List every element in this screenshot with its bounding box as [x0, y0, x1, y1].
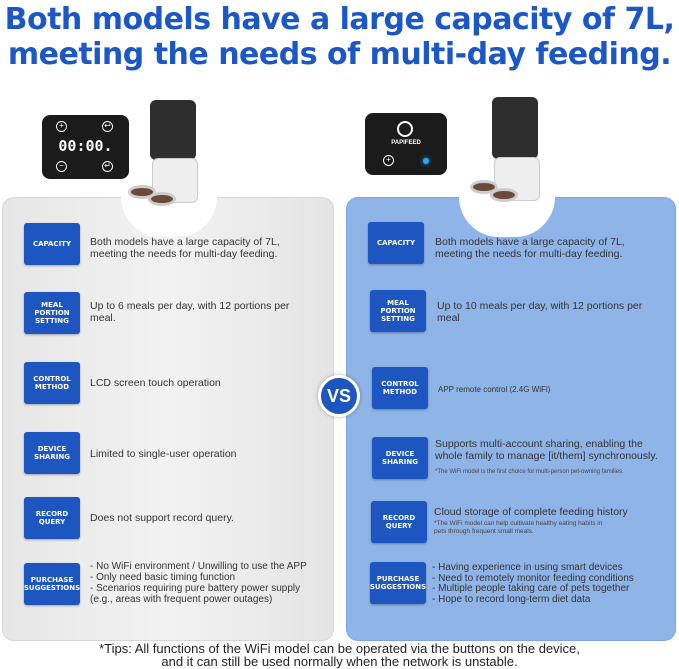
record-query-text: Does not support record query. — [90, 512, 234, 524]
list-item: - Having experience in using smart devic… — [432, 562, 623, 573]
list-item: - Hope to record long-term diet data — [432, 593, 591, 605]
list-item: - No WiFi environment / Unwilling to use… — [90, 561, 307, 572]
device-sharing-label: DEVICE SHARING — [372, 437, 428, 479]
record-query-description: Cloud storage of complete feeding histor… — [434, 506, 628, 518]
wifi-model-panel — [346, 197, 676, 641]
meal-portion-label: MEAL PORTION SETTING — [370, 290, 426, 332]
back-icon: ↩ — [102, 121, 113, 132]
record-query-text: Cloud storage of complete feeding histor… — [434, 506, 654, 536]
vs-badge: VS — [318, 375, 360, 417]
wifi-control-panel-image: PAPIFEED + — [365, 113, 447, 175]
control-method-text: LCD screen touch operation — [90, 377, 221, 389]
device-sharing-description: Supports multi-account sharing, enabling… — [435, 438, 658, 462]
headline-line-2: meeting the needs of multi-day feeding. — [7, 37, 672, 72]
purchase-suggestions-label: PURCHASE SUGGESTIONS — [24, 563, 80, 605]
plus-icon: + — [56, 121, 67, 132]
capacity-text: Both models have a large capacity of 7L,… — [435, 236, 625, 260]
meal-portion-label: MEAL PORTION SETTING — [24, 292, 80, 334]
wifi-indicator-light — [423, 158, 429, 164]
device-sharing-note: *The WiFi model is the first choice for … — [435, 469, 624, 475]
device-sharing-label: DEVICE SHARING — [24, 432, 80, 474]
purchase-suggestions-list: - No WiFi environment / Unwilling to use… — [90, 561, 307, 605]
brand-name: PAPIFEED — [391, 140, 421, 146]
meal-portion-text: Up to 10 meals per day, with 12 portions… — [437, 300, 643, 324]
list-item: (e.g., areas with frequent power outages… — [90, 594, 273, 605]
tips-line-1: *Tips: All functions of the WiFi model c… — [99, 641, 580, 656]
lcd-control-panel-image: + ↩ 00:00. − ↵ — [42, 115, 129, 179]
list-item: - Only need basic timing function — [90, 572, 236, 583]
control-method-text: APP remote control (2.4G WiFi) — [438, 385, 551, 394]
capacity-label: CAPACITY — [24, 223, 80, 265]
tips-line-2: and it can still be used normally when t… — [161, 654, 518, 669]
capacity-label: CAPACITY — [368, 222, 424, 264]
papifeed-logo-icon — [397, 121, 413, 137]
plus-icon: + — [383, 155, 394, 166]
minus-icon: − — [56, 161, 67, 172]
device-sharing-text: Supports multi-account sharing, enabling… — [435, 438, 665, 477]
device-sharing-text: Limited to single-user operation — [90, 448, 237, 460]
control-method-label: CONTROL METHOD — [372, 367, 428, 409]
headline-line-1: Both models have a large capacity of 7L, — [4, 2, 675, 37]
list-item: - Need to remotely monitor feeding condi… — [432, 572, 634, 584]
record-query-label: RECORD QUERY — [371, 501, 427, 543]
enter-icon: ↵ — [102, 161, 113, 172]
list-item: - Multiple people taking care of pets to… — [432, 583, 630, 594]
control-method-label: CONTROL METHOD — [24, 362, 80, 404]
list-item: - Scenarios requiring pure battery power… — [90, 583, 301, 594]
lcd-display: 00:00. — [58, 137, 113, 155]
record-query-label: RECORD QUERY — [24, 497, 80, 539]
meal-portion-text: Up to 6 meals per day, with 12 portions … — [90, 300, 290, 324]
purchase-suggestions-list: - Having experience in using smart devic… — [432, 562, 634, 605]
capacity-text: Both models have a large capacity of 7L,… — [90, 236, 280, 260]
record-query-note: *The WiFi model can help cultivate healt… — [434, 520, 603, 535]
purchase-suggestions-label: PURCHASE SUGGESTIONS — [370, 562, 426, 604]
